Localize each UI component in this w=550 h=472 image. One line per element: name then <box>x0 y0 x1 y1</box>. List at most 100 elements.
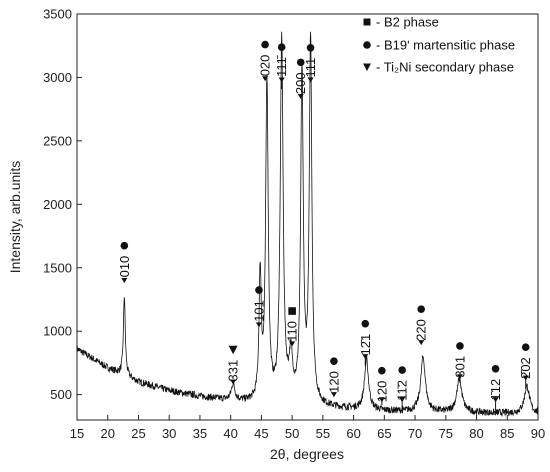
peak-annotation: 1̄12 <box>488 364 503 411</box>
arrow-head <box>399 397 406 403</box>
arrow-head <box>522 375 529 381</box>
peak-label: 120 <box>326 371 341 393</box>
arrow-head <box>330 392 337 398</box>
peak-label: 020 <box>258 55 273 77</box>
peak-annotation: 200 <box>293 58 308 100</box>
x-tick-label: 90 <box>531 426 545 441</box>
y-axis-ticks: 500 1000 1500 2000 2500 3000 3500 <box>43 7 82 402</box>
peak-label: 220 <box>414 319 429 341</box>
xrd-spectrum-line <box>76 31 539 418</box>
y-tick-label: 1500 <box>43 260 72 275</box>
b2-square-marker <box>288 307 296 315</box>
b19-circle-marker <box>277 43 286 51</box>
y-tick-label: 3000 <box>43 70 72 85</box>
y-tick-label: 1000 <box>43 324 72 339</box>
ti2ni-triangle-marker <box>228 345 238 355</box>
x-axis-ticks: 15 20 25 30 35 40 45 50 55 60 65 70 75 80 85 90 <box>70 415 545 441</box>
arrow-head <box>121 277 128 283</box>
x-tick-label: 75 <box>439 426 453 441</box>
b19-circle-marker <box>330 357 338 365</box>
peak-annotation: 301 <box>452 342 467 381</box>
peak-label: 12̄1 <box>358 334 373 356</box>
peak-label: 1̄12 <box>488 379 503 401</box>
legend-label: - B2 phase <box>376 15 439 30</box>
b19-circle-marker <box>491 364 500 373</box>
peak-annotation: 101 <box>251 286 266 328</box>
arrow-head <box>255 322 262 328</box>
legend-square-marker <box>363 18 371 26</box>
x-tick-label: 55 <box>316 426 330 441</box>
peak-annotation: 220 <box>414 305 429 346</box>
y-tick-label: 2000 <box>43 197 72 212</box>
legend-entry: - B19ʹ martensitic phase <box>363 38 515 53</box>
b19-circle-marker <box>255 286 263 294</box>
legend-circle-marker <box>363 41 371 49</box>
x-tick-label: 85 <box>500 426 514 441</box>
peak-annotation: 020 <box>258 40 273 82</box>
arrow-head <box>307 77 314 83</box>
peak-annotation: 120 <box>326 357 341 398</box>
arrow-head <box>362 354 369 360</box>
peak-annotation: 120 <box>374 366 389 406</box>
legend-entry: - Ti₂Ni secondary phase <box>363 60 514 75</box>
legend-triangle-marker <box>363 63 371 71</box>
legend: - B2 phase - B19ʹ martensitic phase - Ti₂N… <box>363 15 515 75</box>
x-tick-label: 70 <box>408 426 422 441</box>
b19-circle-marker <box>296 58 305 67</box>
b19-circle-marker <box>261 40 269 49</box>
b19-circle-marker <box>306 43 315 52</box>
peak-label: 111 <box>303 58 318 78</box>
y-tick-label: 2500 <box>43 133 72 148</box>
x-tick-label: 80 <box>469 426 483 441</box>
b19-circle-marker <box>456 342 464 350</box>
arrow-head <box>278 77 285 83</box>
peak-annotation: 111̄ <box>274 43 289 90</box>
x-tick-label: 30 <box>162 426 176 441</box>
legend-label: - Ti₂Ni secondary phase <box>376 60 514 75</box>
x-tick-label: 25 <box>131 426 145 441</box>
arrow-head <box>297 94 304 100</box>
peak-label: 111̄ <box>274 55 289 77</box>
peak-label: 010 <box>117 256 132 278</box>
peak-annotation: 331 <box>226 345 241 385</box>
legend-label: - B19ʹ martensitic phase <box>376 38 515 53</box>
peak-label: 2̄02 <box>518 357 533 379</box>
legend-entry: - B2 phase <box>363 15 439 30</box>
y-tick-label: 3500 <box>43 7 72 22</box>
x-tick-label: 20 <box>100 426 114 441</box>
x-tick-label: 35 <box>193 426 207 441</box>
x-tick-label: 40 <box>223 426 237 441</box>
b19-circle-marker <box>120 241 129 250</box>
peak-annotation: 010 <box>117 241 132 283</box>
peak-label: 11̄2 <box>395 380 410 401</box>
arrow-head <box>378 397 385 403</box>
peak-annotation: 110 <box>285 307 300 347</box>
b19-circle-marker <box>417 305 426 313</box>
x-tick-label: 60 <box>346 426 360 441</box>
peak-label: 200 <box>293 72 308 94</box>
peak-annotation: 2̄02 <box>518 343 533 390</box>
peak-label: 301 <box>452 356 467 378</box>
x-tick-label: 50 <box>285 426 299 441</box>
x-axis-label: 2θ, degrees <box>270 446 344 462</box>
peak-annotation: 12̄1 <box>358 319 373 366</box>
x-tick-label: 45 <box>254 426 268 441</box>
peak-label: 331 <box>226 360 241 382</box>
arrow-head <box>456 374 463 380</box>
peak-label: 101 <box>251 300 266 322</box>
x-tick-label: 65 <box>377 426 391 441</box>
peak-annotation: 11̄2 <box>395 366 410 413</box>
x-tick-label: 15 <box>70 426 84 441</box>
b19-circle-marker <box>398 366 406 374</box>
arrow-head <box>289 341 296 347</box>
arrow-head <box>418 340 425 346</box>
arrow-head <box>262 76 269 82</box>
arrow-head <box>492 397 499 403</box>
arrow-head <box>230 379 237 385</box>
peak-label: 120 <box>374 381 389 403</box>
b19-circle-marker <box>378 366 386 375</box>
b19-circle-marker <box>361 319 370 328</box>
y-axis-label: Intensity, arb.units <box>7 161 23 274</box>
